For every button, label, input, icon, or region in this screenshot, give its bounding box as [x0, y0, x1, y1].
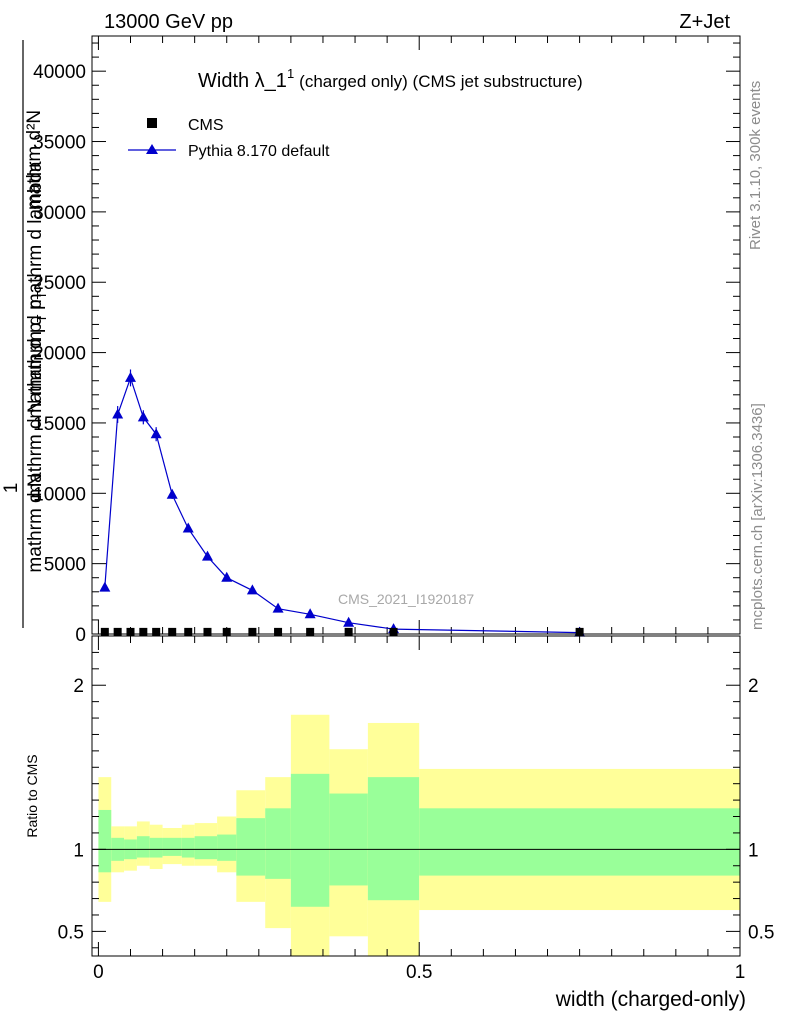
cms-point [139, 627, 148, 636]
ratio-band-green [194, 836, 218, 860]
pythia-point [201, 550, 213, 561]
main-y-tick-label: 40000 [33, 62, 86, 83]
cms-point [100, 627, 109, 636]
ylabel-dn-dpt: mathrm d Nmathrm d pT [25, 291, 49, 498]
cms-point [203, 627, 212, 636]
main-axis-ticks [92, 36, 741, 635]
ratio-band-green [217, 834, 237, 861]
cms-point [184, 627, 193, 636]
legend-cms-label: CMS [188, 117, 224, 134]
cms-point [344, 627, 353, 636]
ratio-y-axis-label: Ratio to CMS [24, 754, 40, 837]
ylabel-one: 1 [1, 483, 22, 494]
cms-point [389, 627, 398, 636]
main-y-tick-label: 0 [75, 625, 86, 646]
pythia-point [343, 616, 355, 627]
header-right: Z+Jet [679, 11, 730, 33]
cms-point [152, 627, 161, 636]
x-tick-labels: 0 0.5 1 [93, 962, 745, 983]
main-y-tick-label: 10000 [33, 484, 86, 505]
ratio-y-tick-label: 1 [73, 840, 84, 861]
x-axis-label: width (charged-only) [555, 988, 746, 1011]
ratio-y-tick-label: 2 [73, 676, 84, 697]
cms-point [274, 627, 283, 636]
pythia-point [272, 602, 284, 613]
ratio-y-tick-labels: 0.5 0.5 1 1 2 2 [58, 676, 775, 943]
main-panel-frame [91, 35, 741, 635]
ylabel-dn: mathrm d N [25, 473, 46, 572]
cms-point [222, 627, 231, 636]
ratio-band-green [265, 808, 291, 879]
ratio-band-green [290, 773, 330, 907]
pythia-point [99, 581, 111, 592]
main-y-axis-label: 1 mathrm d N mathrm d²N mathrm d pT math… [1, 40, 49, 628]
main-y-tick-label: 35000 [33, 133, 86, 154]
main-y-tick-label: 25000 [33, 273, 86, 294]
legend-pythia-marker [146, 144, 158, 154]
analysis-watermark: CMS_2021_I1920187 [338, 591, 474, 607]
main-y-tick-label: 15000 [33, 414, 86, 435]
plot-title-sub: (charged only) (CMS jet substructure) [299, 72, 582, 91]
ratio-band-green [181, 837, 195, 858]
pythia-point [221, 571, 233, 582]
pythia-point [246, 584, 258, 595]
pythia-point [137, 411, 149, 422]
x-tick-label: 0 [93, 962, 104, 983]
pythia-point [304, 608, 316, 619]
plot-title: Width λ_11 (charged only) (CMS jet substr… [198, 66, 583, 92]
ratio-band-green [136, 836, 150, 858]
pythia-point [124, 371, 136, 382]
x-tick-label: 1 [735, 962, 746, 983]
ratio-band-green [419, 808, 740, 876]
plot-title-sup: 1 [287, 66, 294, 81]
header-left: 13000 GeV pp [104, 11, 233, 33]
ratio-axis-ticks [92, 636, 741, 956]
cms-point [575, 627, 584, 636]
pythia-point [182, 522, 194, 533]
main-y-tick-label: 5000 [44, 555, 86, 576]
ratio-band-green [149, 837, 163, 858]
pythia-point [166, 488, 178, 499]
ylabel-d2n: mathrm d²N [24, 110, 45, 210]
main-y-tick-labels: 0 5000 10000 15000 20000 25000 30000 35000 40000 [33, 62, 86, 646]
cms-point [126, 627, 135, 636]
cms-point [168, 627, 177, 636]
ratio-band-green [236, 818, 266, 876]
ratio-band-green [98, 809, 112, 873]
ratio-y-tick-label: 0.5 [58, 922, 84, 943]
main-y-tick-label: 30000 [33, 203, 86, 224]
ratio-y-tick-label-right: 0.5 [748, 922, 774, 943]
plot-title-main: Width λ_1 [198, 70, 287, 92]
main-plot-marks [99, 369, 586, 637]
pythia-point [112, 408, 124, 419]
legend: CMS Pythia 8.170 default [128, 117, 330, 160]
ratio-band-green [367, 777, 420, 901]
ratio-band-green [162, 837, 182, 856]
mcplots-label: mcplots.cern.ch [arXiv:1306.3436] [749, 403, 766, 630]
ratio-panel-frame [91, 635, 741, 957]
cms-point [306, 627, 315, 636]
rivet-label: Rivet 3.1.10, 300k events [747, 81, 764, 250]
pythia-point [150, 428, 162, 439]
legend-pythia-label: Pythia 8.170 default [188, 143, 330, 160]
ratio-y-tick-label-right: 2 [748, 676, 759, 697]
x-tick-label: 0.5 [406, 962, 432, 983]
ylabel-dpt-dlambda: mathrm d pT mathrm d lambda [25, 161, 49, 419]
ratio-band-green [329, 793, 368, 886]
ratio-y-tick-label-right: 1 [748, 840, 759, 861]
cms-point [113, 627, 122, 636]
legend-cms-marker [147, 118, 157, 128]
main-y-tick-label: 20000 [33, 344, 86, 365]
ratio-bands [98, 714, 740, 956]
cms-point [248, 627, 257, 636]
